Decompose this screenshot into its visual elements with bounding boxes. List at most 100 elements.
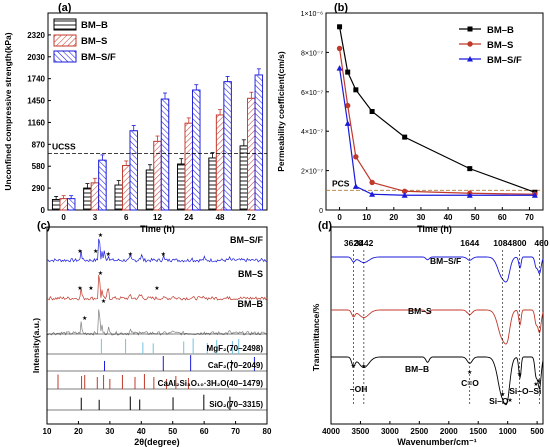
bar bbox=[184, 122, 193, 211]
ucss-label: UCSS bbox=[52, 141, 76, 151]
peak-marker: ★ bbox=[533, 381, 538, 388]
series-line bbox=[338, 68, 535, 196]
peak-marker: ★ bbox=[88, 285, 93, 292]
y-tick-label: 1160 bbox=[28, 118, 46, 127]
x-tick-label: 6 bbox=[124, 213, 129, 222]
bar bbox=[122, 165, 131, 211]
xrd-pattern bbox=[46, 238, 268, 263]
x-tick-label: 4000 bbox=[322, 427, 340, 436]
data-point bbox=[353, 154, 359, 160]
bar bbox=[153, 140, 162, 211]
series-line bbox=[338, 48, 535, 195]
legend-swatch bbox=[53, 50, 77, 63]
panel-c: 10 20 30 40 50 60 70 80 BM–S/F BM–S BM–B ★ ★ ★ ★ ★ ★ ★ ★ ★ ★… bbox=[31, 220, 272, 447]
x-tick-label: 50 bbox=[471, 213, 480, 222]
y-tick-label: 870 bbox=[32, 140, 46, 149]
data-point bbox=[345, 102, 351, 109]
legend-entry: BM–S bbox=[81, 36, 107, 47]
x-tick-label: 10 bbox=[362, 213, 371, 222]
series-label: BM–S/F bbox=[230, 235, 264, 245]
x-tick-label: 3000 bbox=[381, 427, 399, 436]
y-tick-label: 1×10⁻⁶ bbox=[301, 11, 323, 18]
bar bbox=[160, 98, 170, 211]
xrd-pattern bbox=[46, 275, 268, 301]
bar bbox=[239, 145, 249, 211]
peak-marker: ★ bbox=[93, 248, 98, 255]
data-point bbox=[466, 192, 473, 198]
bar bbox=[223, 81, 232, 211]
bar bbox=[114, 184, 123, 211]
plot-frame bbox=[325, 12, 544, 211]
peak-marker: ★ bbox=[361, 363, 366, 370]
ftir-spectrum bbox=[331, 356, 544, 406]
legend-entry: BM–B bbox=[487, 25, 514, 36]
peak-marker: ★ bbox=[517, 371, 522, 378]
bar bbox=[51, 199, 61, 211]
data-point bbox=[467, 41, 473, 47]
y-axis-label: Transmittance/% bbox=[311, 303, 321, 371]
reference-label: MgF₂(70–2498) bbox=[207, 344, 264, 353]
bar bbox=[145, 169, 155, 211]
data-point bbox=[345, 69, 351, 75]
legend-swatch bbox=[53, 34, 77, 47]
peak-marker: ★ bbox=[77, 285, 82, 292]
y-tick-label: 4×10⁻⁷ bbox=[301, 129, 323, 136]
x-tick-label: 48 bbox=[216, 213, 225, 222]
data-point bbox=[369, 109, 375, 114]
x-tick-label: 50 bbox=[168, 427, 177, 436]
data-point bbox=[467, 56, 473, 62]
bar bbox=[59, 198, 68, 211]
y-tick-label: 1450 bbox=[27, 97, 45, 106]
x-tick-label: 0 bbox=[61, 213, 66, 222]
y-tick-label: 6×10⁻⁷ bbox=[301, 90, 323, 97]
ftir-spectrum bbox=[331, 309, 544, 345]
y-tick-label: 1740 bbox=[27, 75, 45, 84]
panel-label: (d) bbox=[318, 220, 332, 232]
bar bbox=[215, 114, 225, 211]
assignment-label: Si–O–Si bbox=[509, 386, 541, 396]
series-label: BM–B bbox=[405, 364, 429, 374]
peak-marker: ★ bbox=[500, 391, 505, 398]
data-point bbox=[467, 26, 473, 32]
peak-marker: ★ bbox=[82, 315, 87, 322]
y-tick-label: 2030 bbox=[27, 53, 45, 62]
legend-swatch bbox=[53, 18, 77, 31]
peak-label: 3620 bbox=[344, 238, 363, 248]
legend-entry: BM–S bbox=[487, 40, 513, 51]
bar bbox=[129, 130, 138, 211]
x-tick-label: 500 bbox=[530, 427, 544, 436]
data-point bbox=[336, 45, 343, 52]
y-tick-label: 2320 bbox=[27, 31, 45, 40]
data-point bbox=[402, 134, 408, 140]
panel-label: (a) bbox=[58, 2, 72, 14]
x-tick-label: 3500 bbox=[352, 427, 370, 436]
reference-label: CaAl₂Si₃O₁₀·3H₂O(40–1479) bbox=[158, 379, 264, 388]
peak-marker: ★ bbox=[536, 378, 541, 385]
series-label: BM–S bbox=[408, 306, 432, 316]
bar bbox=[90, 182, 100, 211]
x-tick-label: 2000 bbox=[440, 427, 458, 436]
peak-marker: ★ bbox=[101, 298, 106, 305]
data-point bbox=[337, 24, 343, 30]
data-point bbox=[353, 87, 359, 93]
data-point bbox=[336, 65, 343, 71]
peak-marker: ★ bbox=[77, 248, 82, 255]
x-tick-label: 70 bbox=[231, 427, 240, 436]
legend-entry: BM–S/F bbox=[81, 52, 116, 63]
bar bbox=[208, 157, 217, 211]
reference-label: SiO₂(70–3315) bbox=[209, 400, 263, 409]
x-tick-label: 30 bbox=[105, 427, 114, 436]
y-tick-label: 0 bbox=[41, 206, 46, 215]
xrd-pattern bbox=[46, 309, 268, 336]
data-point bbox=[531, 192, 538, 198]
data-point bbox=[352, 183, 359, 189]
x-tick-label: 72 bbox=[247, 213, 256, 222]
peak-marker: ★ bbox=[98, 232, 103, 239]
x-tick-label: 20 bbox=[389, 213, 398, 222]
x-tick-label: 40 bbox=[137, 427, 146, 436]
assignment-label: C=O bbox=[461, 378, 479, 388]
x-tick-label: 3 bbox=[93, 213, 98, 222]
bar bbox=[192, 89, 201, 211]
